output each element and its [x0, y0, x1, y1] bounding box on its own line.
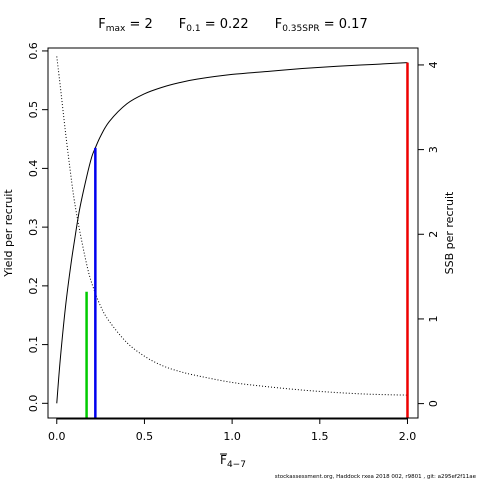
y-left-tick-label: 0.0 [27, 395, 40, 413]
y-left-tick-label: 0.6 [27, 42, 40, 60]
title-symbol: F [179, 17, 186, 32]
title-spacer [249, 17, 275, 32]
y-left-tick-label: 0.3 [27, 218, 40, 236]
y-right-tick-label: 3 [427, 146, 440, 153]
plot-frame [47, 47, 419, 419]
x-tick-label: 1.0 [223, 430, 241, 443]
x-tick-label: 1.5 [311, 430, 329, 443]
y-axis-right: 0 1 2 3 4 [418, 61, 440, 407]
title-subscript: 0.1 [186, 24, 200, 34]
x-axis: 0.0 0.5 1.0 1.5 2.0 [48, 418, 416, 443]
chart-title: Fmax = 2 F0.1 = 0.22 F0.35SPR = 0.17 [98, 17, 367, 34]
y-left-tick-label: 0.2 [27, 277, 40, 295]
series-layer [56, 56, 408, 404]
title-value: = 0.17 [320, 17, 368, 32]
x-tick-label: 2.0 [399, 430, 417, 443]
y-axis-right-label: SSB per recruit [443, 191, 456, 274]
x-tick-label: 0.5 [136, 430, 154, 443]
title-symbol: F [275, 17, 282, 32]
x-axis-label-subscript: 4−7 [227, 460, 246, 470]
x-axis-label-base: F [220, 453, 227, 467]
ssb-per-recruit-curve [56, 56, 408, 396]
y-left-tick-label: 0.4 [27, 160, 40, 178]
title-subscript: max [106, 24, 126, 34]
title-value: = 2 [125, 17, 152, 32]
y-right-tick-label: 1 [427, 315, 440, 322]
y-axis-left: 0.0 0.1 0.2 0.3 0.4 0.5 0.6 [27, 42, 48, 412]
footer-note: stockassessment.org, Haddock rxea 2018 0… [275, 474, 477, 480]
y-axis-left-label: Yield per recruit [2, 189, 15, 278]
title-symbol: F [98, 17, 105, 32]
y-left-tick-label: 0.1 [27, 336, 40, 354]
y-right-tick-label: 4 [427, 61, 440, 68]
yield-per-recruit-curve [56, 62, 408, 404]
x-axis-label: F4−7 [220, 453, 246, 470]
y-right-tick-label: 2 [427, 231, 440, 238]
y-left-tick-label: 0.5 [27, 101, 40, 119]
title-subscript: 0.35SPR [282, 24, 319, 34]
reference-lines [85, 62, 409, 418]
y-right-tick-label: 0 [427, 400, 440, 407]
x-tick-label: 0.0 [48, 430, 66, 443]
title-spacer [153, 17, 179, 32]
title-value: = 0.22 [201, 17, 249, 32]
